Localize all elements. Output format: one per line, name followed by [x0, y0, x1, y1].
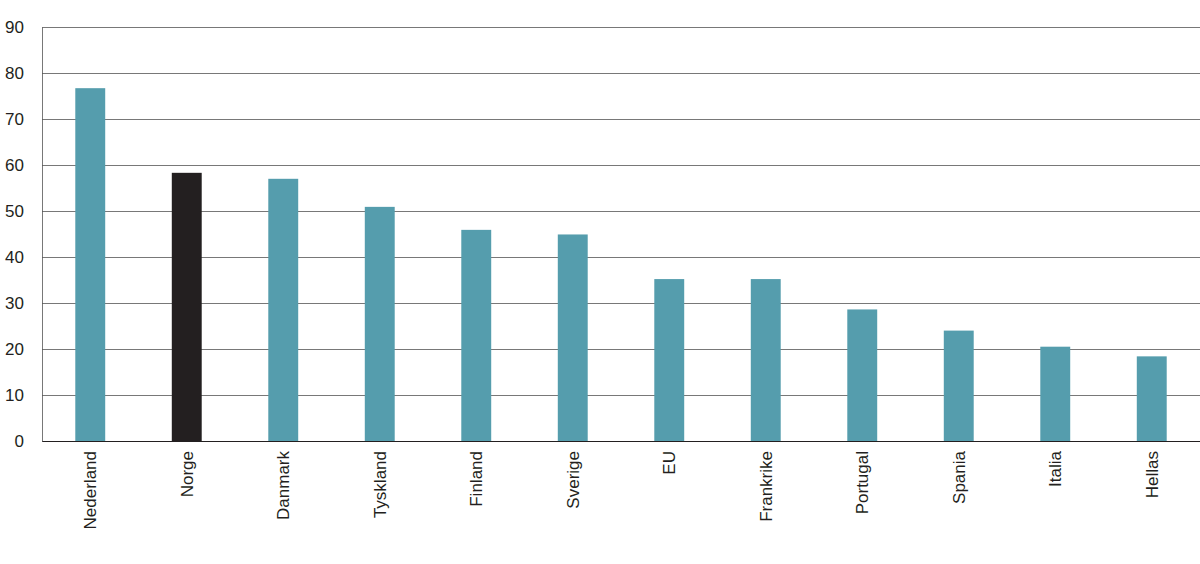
x-tick: Finland: [467, 451, 486, 507]
x-tick: Norge: [178, 451, 197, 497]
bar: [268, 179, 298, 441]
y-tick: 70: [5, 110, 1200, 129]
y-tick-label: 30: [5, 294, 24, 313]
bar: [365, 207, 395, 441]
grid-line: [42, 441, 1200, 442]
x-tick: Hellas: [1143, 451, 1162, 498]
y-tick-label: 10: [5, 386, 24, 405]
grid-line: [42, 257, 1200, 258]
grid-line: [42, 119, 1200, 120]
x-tick-label: Nederland: [81, 451, 100, 529]
x-tick: Portugal: [853, 451, 872, 514]
x-tick-label: Norge: [178, 451, 197, 497]
chart: 0 10 20 30 40 50 60 70 80 90 Nederland Norge Danmark…: [0, 0, 1200, 564]
x-axis: Nederland Norge Danmark Tyskland Finland Sver…: [43, 442, 1200, 530]
x-tick-label: EU: [660, 451, 679, 475]
x-tick-label: Danmark: [274, 451, 293, 520]
bar: [558, 234, 588, 441]
grid-line: [42, 395, 1200, 396]
plot: 0 10 20 30 40 50 60 70 80 90 Nederland Norge Danmark…: [5, 18, 1200, 530]
x-tick: Tyskland: [371, 451, 390, 518]
y-tick: 90: [5, 18, 1200, 37]
y-axis: 0 10 20 30 40 50 60 70 80 90: [5, 18, 1200, 451]
x-tick-label: Portugal: [853, 451, 872, 514]
x-tick-label: Hellas: [1143, 451, 1162, 498]
x-tick-label: Sverige: [564, 451, 583, 509]
y-tick-label: 20: [5, 340, 24, 359]
x-tick: Italia: [1046, 450, 1065, 486]
y-tick-label: 50: [5, 202, 24, 221]
bar: [461, 230, 491, 441]
bar: [75, 88, 105, 441]
x-tick-label: Spania: [950, 450, 969, 503]
x-tick: Spania: [950, 450, 969, 503]
bars: [75, 88, 1166, 441]
y-tick-label: 80: [5, 64, 24, 83]
bar: [654, 279, 684, 441]
y-tick: 60: [5, 156, 1200, 175]
x-tick-label: Tyskland: [371, 451, 390, 518]
bar: [1040, 347, 1070, 441]
x-tick-label: Frankrike: [757, 451, 776, 522]
grid-line: [42, 165, 1200, 166]
grid-line: [42, 211, 1200, 212]
x-tick: Danmark: [274, 451, 293, 520]
y-tick-label: 70: [5, 110, 24, 129]
y-axis-line: [42, 28, 43, 442]
x-axis-line: [43, 441, 1200, 442]
x-tick: EU: [660, 451, 679, 475]
x-tick-label: Italia: [1046, 450, 1065, 486]
bar: [751, 279, 781, 441]
bar: [944, 331, 974, 441]
y-tick-label: 0: [15, 432, 24, 451]
y-tick-label: 90: [5, 18, 24, 37]
grid-line: [42, 27, 1200, 28]
x-tick-label: Finland: [467, 451, 486, 507]
y-tick: 80: [5, 64, 1200, 83]
x-tick: Sverige: [564, 451, 583, 509]
grid-line: [42, 303, 1200, 304]
bar: [847, 309, 877, 441]
y-tick-label: 40: [5, 248, 24, 267]
grid-line: [42, 73, 1200, 74]
x-tick: Frankrike: [757, 451, 776, 522]
grid-line: [42, 349, 1200, 350]
x-tick: Nederland: [81, 451, 100, 529]
y-tick-label: 60: [5, 156, 24, 175]
bar: [172, 173, 202, 441]
bar: [1137, 356, 1167, 441]
